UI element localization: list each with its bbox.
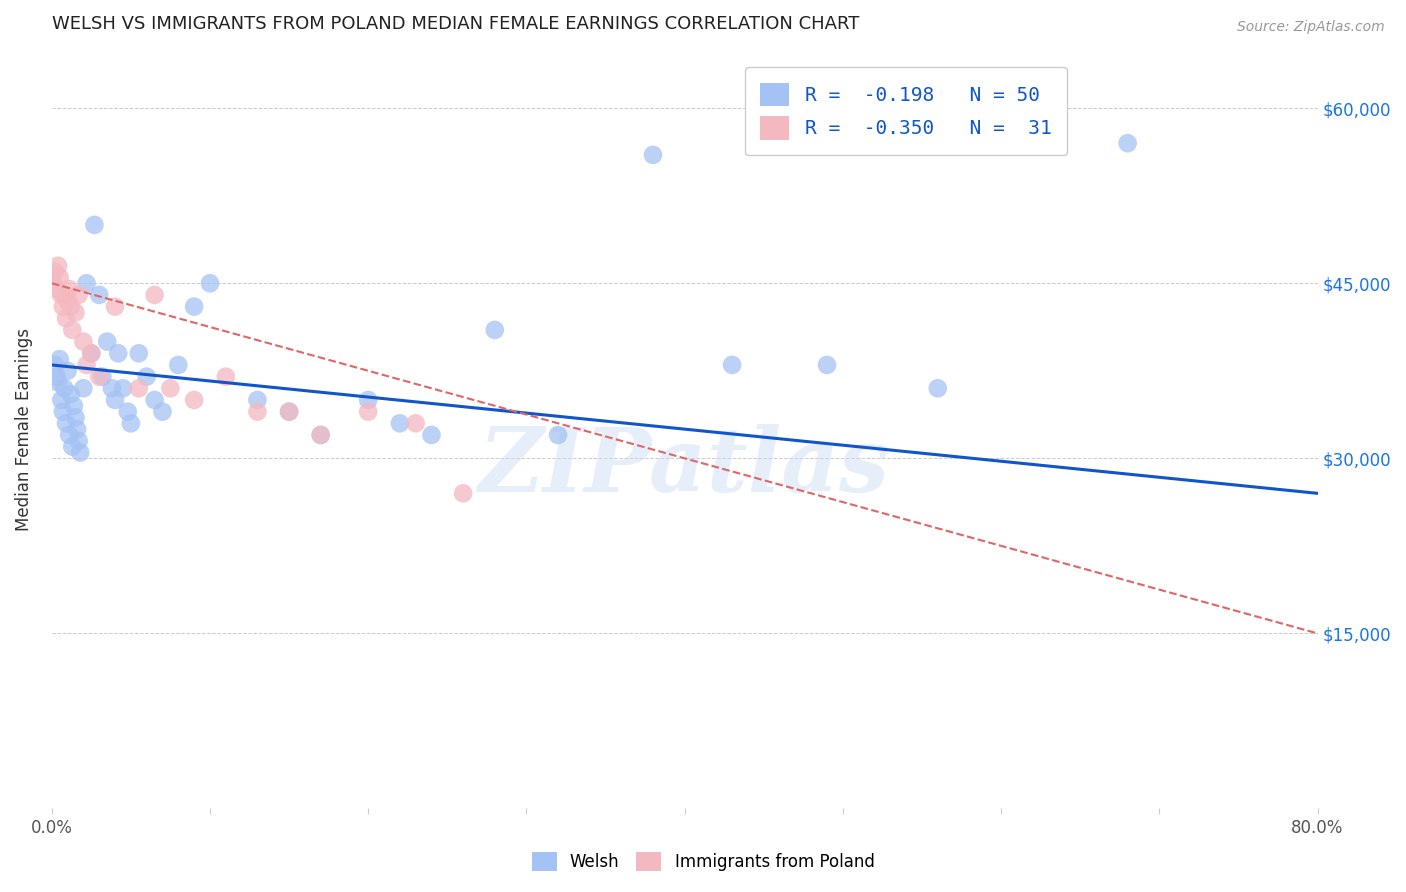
Point <box>58 428 80 442</box>
Point <box>309 428 332 442</box>
Point <box>91 369 114 384</box>
Point <box>388 417 411 431</box>
Point <box>117 404 139 418</box>
Point <box>152 404 174 418</box>
Point <box>65 410 87 425</box>
Text: Source: ZipAtlas.com: Source: ZipAtlas.com <box>1237 20 1385 34</box>
Point <box>101 381 124 395</box>
Point <box>65 305 87 319</box>
Point <box>96 334 118 349</box>
Point <box>48 270 70 285</box>
Point <box>405 417 427 431</box>
Point <box>128 381 150 395</box>
Point <box>72 334 94 349</box>
Point <box>89 369 111 384</box>
Point <box>59 387 82 401</box>
Point <box>67 288 90 302</box>
Point <box>89 288 111 302</box>
Point <box>44 264 66 278</box>
Point <box>143 288 166 302</box>
Point <box>357 404 380 418</box>
Point <box>56 293 79 308</box>
Text: ZIPatlas: ZIPatlas <box>479 424 890 510</box>
Point <box>56 364 79 378</box>
Point <box>67 434 90 448</box>
Point <box>357 392 380 407</box>
Point <box>69 445 91 459</box>
Point <box>66 422 89 436</box>
Point <box>45 369 67 384</box>
Point <box>76 358 98 372</box>
Point <box>246 392 269 407</box>
Point <box>76 277 98 291</box>
Point <box>135 369 157 384</box>
Point <box>72 381 94 395</box>
Point <box>547 428 569 442</box>
Point <box>60 440 83 454</box>
Point <box>42 277 65 291</box>
Point <box>815 358 838 372</box>
Point <box>451 486 474 500</box>
Point <box>80 346 103 360</box>
Point <box>45 282 67 296</box>
Point <box>107 346 129 360</box>
Point <box>420 428 443 442</box>
Point <box>641 148 664 162</box>
Point <box>183 300 205 314</box>
Point <box>58 282 80 296</box>
Point <box>159 381 181 395</box>
Legend: Welsh, Immigrants from Poland: Welsh, Immigrants from Poland <box>523 843 883 880</box>
Point <box>44 358 66 372</box>
Point <box>721 358 744 372</box>
Point <box>309 428 332 442</box>
Point <box>52 404 75 418</box>
Point <box>167 358 190 372</box>
Point <box>63 399 86 413</box>
Point <box>198 277 221 291</box>
Point <box>1116 136 1139 151</box>
Point <box>80 346 103 360</box>
Point <box>60 323 83 337</box>
Point <box>143 392 166 407</box>
Point <box>111 381 134 395</box>
Point <box>927 381 949 395</box>
Point <box>246 404 269 418</box>
Point <box>120 417 142 431</box>
Point <box>104 392 127 407</box>
Point <box>52 300 75 314</box>
Point <box>55 311 77 326</box>
Point <box>278 404 301 418</box>
Point <box>51 392 73 407</box>
Point <box>46 259 69 273</box>
Point <box>59 300 82 314</box>
Point <box>53 288 76 302</box>
Point <box>128 346 150 360</box>
Point <box>183 392 205 407</box>
Point <box>51 288 73 302</box>
Point <box>53 381 76 395</box>
Point <box>55 417 77 431</box>
Point <box>48 352 70 367</box>
Point <box>46 376 69 390</box>
Y-axis label: Median Female Earnings: Median Female Earnings <box>15 327 32 531</box>
Point <box>215 369 238 384</box>
Point <box>104 300 127 314</box>
Point <box>484 323 506 337</box>
Point <box>83 218 105 232</box>
Legend: R =  -0.198   N = 50, R =  -0.350   N =  31: R = -0.198 N = 50, R = -0.350 N = 31 <box>745 67 1067 155</box>
Text: WELSH VS IMMIGRANTS FROM POLAND MEDIAN FEMALE EARNINGS CORRELATION CHART: WELSH VS IMMIGRANTS FROM POLAND MEDIAN F… <box>52 15 859 33</box>
Point <box>278 404 301 418</box>
